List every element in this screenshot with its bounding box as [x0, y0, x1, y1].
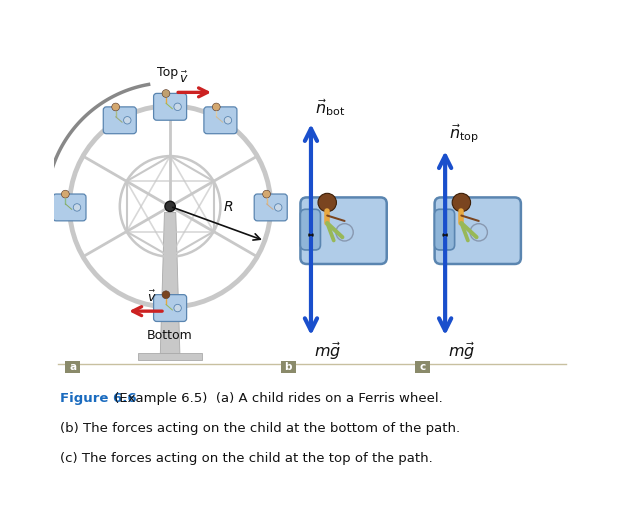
Circle shape	[452, 194, 470, 212]
FancyBboxPatch shape	[300, 209, 321, 250]
FancyBboxPatch shape	[65, 361, 80, 373]
Circle shape	[174, 103, 182, 110]
Circle shape	[443, 233, 447, 237]
Text: Bottom: Bottom	[147, 329, 193, 342]
FancyBboxPatch shape	[138, 353, 202, 360]
Circle shape	[309, 233, 313, 237]
FancyBboxPatch shape	[204, 107, 237, 134]
Text: (b) The forces acting on the child at the bottom of the path.: (b) The forces acting on the child at th…	[60, 422, 461, 435]
Text: Figure 6.6: Figure 6.6	[60, 392, 137, 405]
Circle shape	[224, 117, 232, 124]
FancyBboxPatch shape	[434, 198, 521, 264]
FancyBboxPatch shape	[53, 194, 86, 221]
FancyBboxPatch shape	[281, 361, 296, 373]
Circle shape	[212, 103, 220, 111]
Circle shape	[275, 204, 282, 211]
Circle shape	[318, 194, 336, 212]
Circle shape	[162, 291, 170, 299]
Text: (Example 6.5)  (a) A child rides on a Ferris wheel.: (Example 6.5) (a) A child rides on a Fer…	[110, 392, 442, 405]
Text: Top: Top	[157, 66, 178, 79]
Text: c: c	[419, 362, 426, 372]
Circle shape	[162, 90, 170, 98]
Polygon shape	[160, 213, 180, 353]
Text: b: b	[285, 362, 292, 372]
Circle shape	[73, 204, 80, 211]
FancyBboxPatch shape	[254, 194, 287, 221]
Text: $\vec{v}$: $\vec{v}$	[147, 289, 157, 305]
Text: $m\vec{g}$: $m\vec{g}$	[449, 341, 475, 362]
FancyBboxPatch shape	[154, 295, 187, 321]
FancyBboxPatch shape	[300, 198, 387, 264]
Circle shape	[263, 190, 270, 198]
FancyBboxPatch shape	[434, 209, 455, 250]
Circle shape	[174, 304, 182, 312]
Text: (c) The forces acting on the child at the top of the path.: (c) The forces acting on the child at th…	[60, 452, 433, 465]
Circle shape	[112, 103, 120, 111]
Text: a: a	[69, 362, 76, 372]
Text: $\vec{n}_{\rm top}$: $\vec{n}_{\rm top}$	[449, 122, 479, 145]
Text: R: R	[223, 200, 233, 214]
Text: $m\vec{g}$: $m\vec{g}$	[314, 341, 341, 362]
FancyBboxPatch shape	[415, 361, 430, 373]
FancyBboxPatch shape	[154, 93, 187, 120]
Circle shape	[124, 117, 131, 124]
FancyBboxPatch shape	[104, 107, 136, 134]
Text: $\vec{v}$: $\vec{v}$	[179, 71, 189, 86]
Circle shape	[61, 190, 69, 198]
Circle shape	[165, 201, 175, 212]
Text: $\vec{n}_{\rm bot}$: $\vec{n}_{\rm bot}$	[315, 97, 346, 118]
